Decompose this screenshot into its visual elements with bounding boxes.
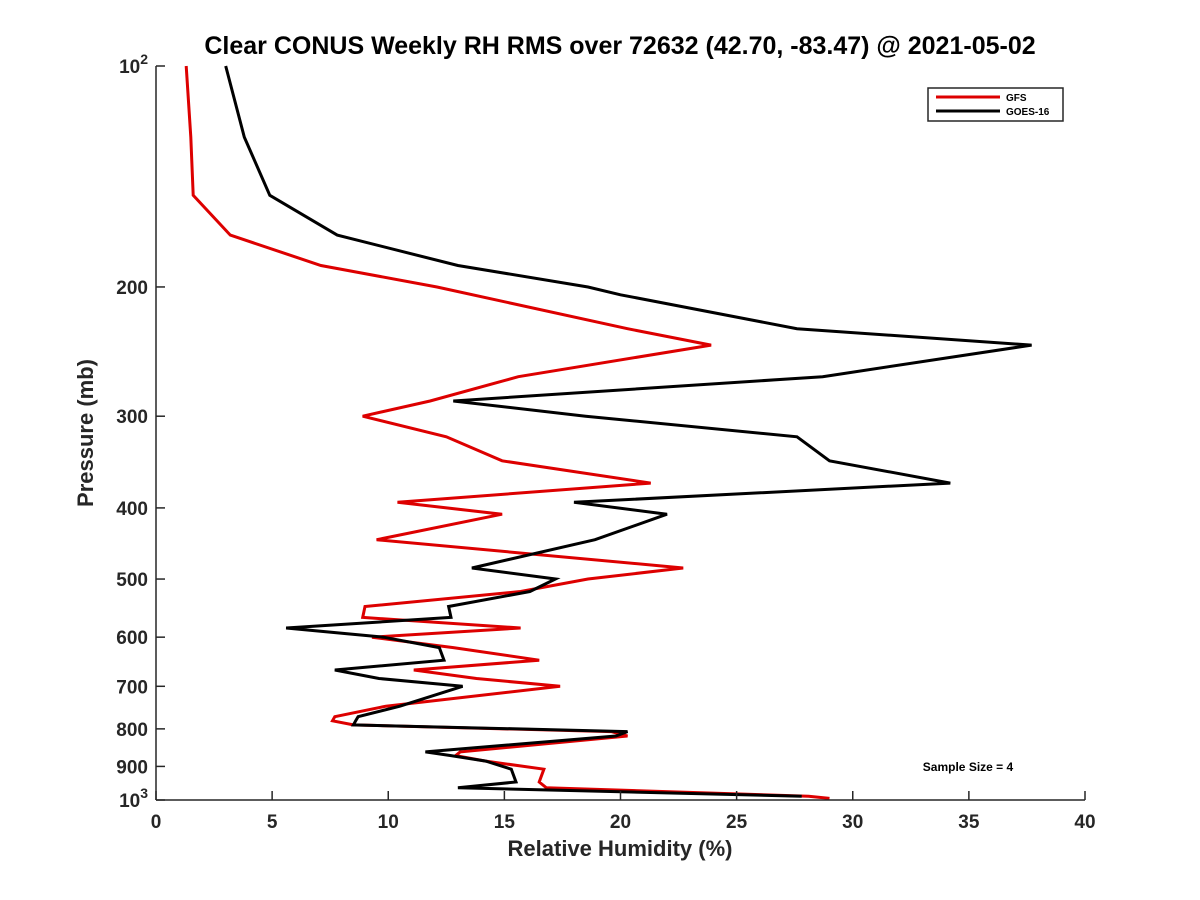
y-axis-label: Pressure (mb): [73, 359, 98, 507]
x-tick-label: 0: [151, 812, 162, 833]
legend-box: [927, 87, 1064, 122]
legend-label: GFS: [1006, 93, 1027, 104]
x-tick-label: 5: [267, 812, 278, 833]
y-tick-label: 200: [116, 278, 148, 299]
x-tick-label: 35: [958, 812, 980, 833]
y-tick-label: 900: [116, 757, 148, 778]
y-tick-label: 300: [116, 407, 148, 428]
series-line-gfs: [184, 65, 830, 800]
x-tick-label: 15: [494, 812, 516, 833]
x-tick-label: 25: [726, 812, 748, 833]
series-layer: [184, 65, 1032, 800]
x-tick-label: 20: [610, 812, 631, 833]
x-tick-label: 40: [1074, 812, 1095, 833]
chart-title: Clear CONUS Weekly RH RMS over 72632 (42…: [204, 32, 1035, 60]
x-tick-label: 10: [378, 812, 399, 833]
y-tick-label: 600: [116, 628, 148, 649]
sample-size-annotation: Sample Size = 4: [923, 760, 1014, 774]
y-tick-label: 103: [119, 785, 148, 812]
axes-layer: 0 5 10 15 20 25 30 35 40 102 200 300 400 500 600 700 800…: [116, 51, 1095, 833]
y-tick-label: 400: [116, 499, 148, 520]
y-tick-label: 500: [116, 570, 148, 591]
y-tick-label: 700: [116, 677, 148, 698]
series-line-goes-16: [224, 65, 1032, 798]
y-tick-label: 102: [119, 51, 148, 78]
legend: GFS GOES-16: [927, 87, 1064, 122]
legend-label: GOES-16: [1006, 107, 1050, 118]
x-axis-label: Relative Humidity (%): [508, 836, 733, 861]
x-tick-label: 30: [842, 812, 863, 833]
y-tick-label: 800: [116, 720, 148, 741]
